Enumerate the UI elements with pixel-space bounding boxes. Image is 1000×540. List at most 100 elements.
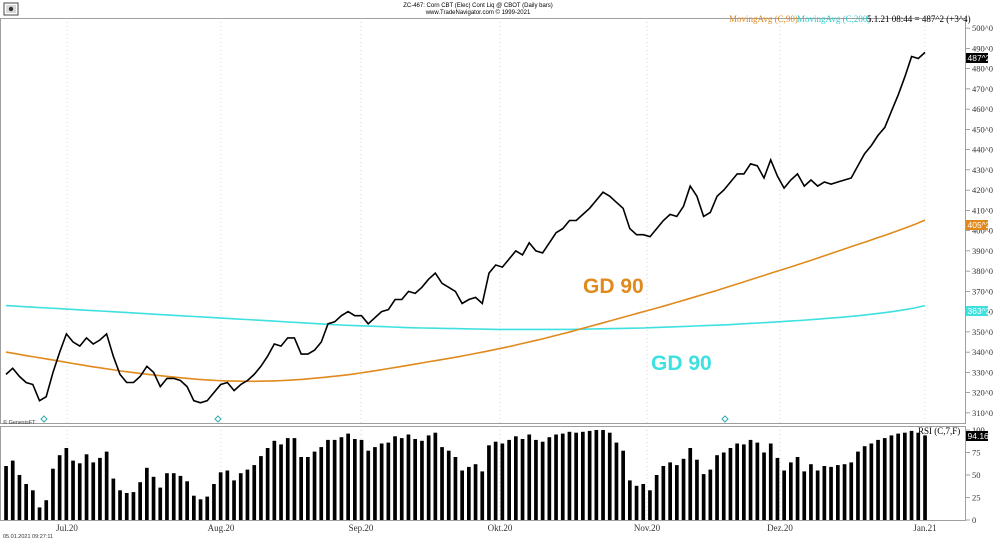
rsi-value-tag: 94.16 <box>966 431 989 441</box>
rsi-bar <box>869 443 874 520</box>
rsi-bar <box>748 439 753 520</box>
rsi-bar <box>695 459 699 520</box>
y-tick-label: 330^0 <box>972 367 993 377</box>
rsi-bar <box>232 480 236 520</box>
rsi-bar <box>487 445 491 520</box>
x-tick-label: Nov.20 <box>634 523 661 533</box>
rsi-bar <box>84 454 89 520</box>
rsi-bar <box>413 439 417 520</box>
rsi-bar <box>581 431 585 520</box>
y-tick-label: 350^0 <box>972 327 993 337</box>
last-price-tag: 487^2 <box>966 53 991 63</box>
rsi-bar <box>171 473 176 520</box>
rsi-bar <box>326 439 330 520</box>
rsi-bar <box>212 484 216 520</box>
rsi-tick-label: 50 <box>972 470 981 480</box>
timestamp-label: 05.01.2021 09:27:11 <box>3 534 53 540</box>
rsi-bar <box>648 490 652 520</box>
rsi-bar <box>198 499 203 520</box>
rsi-bar <box>735 443 739 520</box>
rsi-pane <box>0 426 966 521</box>
rsi-bar <box>165 473 169 520</box>
rsi-bar <box>124 493 129 520</box>
y-tick-label: 310^0 <box>972 408 993 418</box>
rsi-bar <box>567 431 572 520</box>
rsi-bar <box>520 439 525 520</box>
ma90-price-tag: 405^2 <box>966 220 991 230</box>
rsi-bar <box>37 507 42 520</box>
rsi-bar <box>312 451 317 520</box>
rsi-bar <box>540 441 545 520</box>
rsi-bar <box>453 457 458 520</box>
rsi-bar <box>728 448 733 520</box>
rsi-bar <box>500 443 505 520</box>
rsi-bar <box>131 492 136 520</box>
rsi-bar <box>721 452 726 520</box>
rsi-bar <box>809 464 813 520</box>
ma200-price-tag: 363^2 <box>966 306 991 316</box>
y-tick-label: 420^0 <box>972 185 993 195</box>
rsi-bar <box>493 441 498 520</box>
rsi-bar <box>393 436 397 520</box>
rsi-bar <box>446 450 451 520</box>
rsi-bar <box>708 469 713 520</box>
rsi-bar <box>460 470 464 520</box>
rsi-bar <box>856 451 860 520</box>
rsi-bar <box>507 439 511 520</box>
rsi-bar <box>560 433 565 520</box>
rsi-bar <box>238 473 243 520</box>
ma90-line <box>5 219 926 383</box>
rsi-bar <box>31 490 35 520</box>
rsi-bar <box>889 435 894 520</box>
rsi-bar <box>762 452 766 520</box>
date-axis: Jul.20 Aug.20 Sep.20 Okt.20 Nov.20 Dez.20 Jan.… <box>56 523 937 533</box>
rsi-bar <box>661 466 666 520</box>
rsi-bar <box>916 432 921 520</box>
rsi-bar <box>675 465 679 520</box>
y-tick-label: 490^0 <box>972 43 993 53</box>
chart-title: ZC-467: Corn CBT (Elec) Cont Liq @ CBOT … <box>403 3 553 9</box>
x-tick-label: Jul.20 <box>56 523 78 533</box>
rsi-bar <box>836 465 840 520</box>
rsi-bar <box>849 462 854 520</box>
rsi-bar <box>399 438 404 520</box>
rsi-bar <box>440 447 444 520</box>
rsi-tick-label: 25 <box>972 493 981 503</box>
rsi-bar <box>742 444 746 520</box>
rsi-bar <box>386 442 391 520</box>
rsi-bar <box>896 433 900 520</box>
rsi-bar <box>57 455 62 520</box>
rsi-bar <box>554 434 558 520</box>
rsi-bar <box>628 480 632 520</box>
rsi-bar <box>379 443 384 520</box>
rsi-bar <box>842 464 847 520</box>
rsi-bar <box>903 432 907 520</box>
rsi-bar <box>91 462 96 520</box>
rsi-bar <box>473 464 478 520</box>
rsi-bar <box>51 468 55 520</box>
rsi-bar <box>346 433 350 520</box>
y-tick-label: 390^0 <box>972 246 993 256</box>
rsi-bar <box>829 466 833 520</box>
rsi-axis: 0 25 50 75 100 <box>972 425 985 525</box>
rsi-bar <box>245 469 250 520</box>
rsi-bar <box>104 451 109 520</box>
rsi-bar <box>601 430 605 520</box>
rsi-bar <box>527 434 532 520</box>
rsi-bar <box>406 434 411 520</box>
rsi-bar <box>77 463 82 520</box>
rsi-bar <box>17 475 22 520</box>
rsi-bar <box>467 466 471 520</box>
x-tick-label: Aug.20 <box>208 523 235 533</box>
y-tick-label: 430^0 <box>972 165 993 175</box>
rsi-bar <box>353 439 357 520</box>
rsi-bar <box>319 447 324 520</box>
rsi-bar <box>292 438 297 520</box>
rsi-bar <box>44 500 49 520</box>
rsi-bar <box>654 475 659 520</box>
brand-label: © GenesisFT <box>3 419 36 426</box>
rsi-bar <box>514 436 518 520</box>
ma200-line <box>5 304 926 331</box>
x-tick-label: Okt.20 <box>488 523 513 533</box>
